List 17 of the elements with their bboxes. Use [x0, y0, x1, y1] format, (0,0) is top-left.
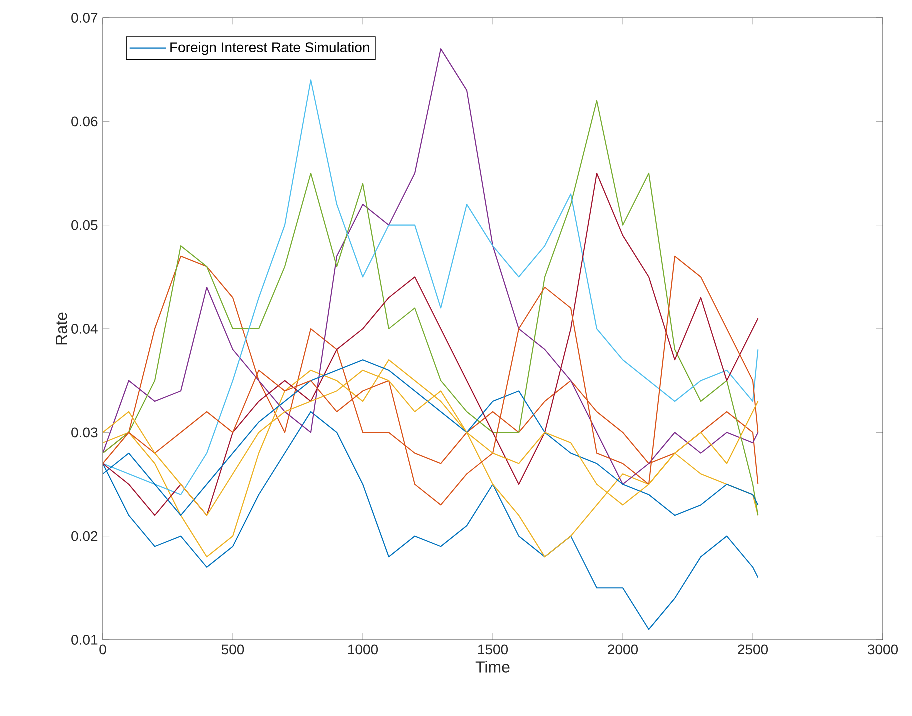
y-tick-label: 0.04	[72, 324, 98, 334]
legend-label: Foreign Interest Rate Simulation	[170, 42, 370, 56]
y-tick-label: 0.01	[72, 635, 98, 645]
y-tick-label: 0.05	[72, 220, 98, 230]
y-tick-label: 0.02	[72, 531, 98, 542]
x-tick-label: 2000	[608, 644, 638, 655]
x-tick-label: 3000	[868, 644, 898, 655]
y-tick-label: 0.07	[72, 13, 98, 23]
y-tick-label: 0.03	[72, 428, 98, 438]
x-tick-label: 0	[100, 644, 106, 655]
y-axis-title: Rate	[56, 312, 68, 345]
x-tick-label: 1000	[348, 644, 378, 655]
x-tick-label: 500	[222, 644, 244, 655]
x-tick-label: 2500	[738, 644, 768, 655]
x-axis-title: Time	[476, 661, 510, 673]
y-tick-label: 0.06	[72, 116, 98, 127]
x-tick-label: 1500	[478, 644, 508, 655]
